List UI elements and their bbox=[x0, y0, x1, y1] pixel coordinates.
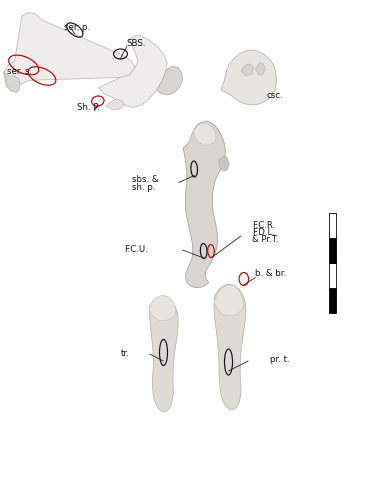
Text: SBS.: SBS. bbox=[126, 40, 145, 48]
Text: b. & br.: b. & br. bbox=[255, 270, 287, 278]
Bar bbox=[328, 212, 336, 238]
Polygon shape bbox=[183, 121, 226, 288]
Bar bbox=[328, 238, 336, 262]
Polygon shape bbox=[4, 12, 135, 90]
Polygon shape bbox=[193, 123, 216, 145]
Polygon shape bbox=[149, 295, 176, 321]
Text: F.C.R.: F.C.R. bbox=[252, 222, 275, 230]
Polygon shape bbox=[241, 64, 254, 76]
Polygon shape bbox=[219, 156, 229, 171]
Bar bbox=[328, 288, 336, 312]
Text: sh. p.: sh. p. bbox=[132, 183, 155, 192]
Polygon shape bbox=[157, 66, 182, 95]
Polygon shape bbox=[150, 298, 178, 412]
Text: tr.: tr. bbox=[120, 350, 129, 358]
Text: Sh. P.: Sh. P. bbox=[77, 104, 99, 112]
Polygon shape bbox=[106, 99, 124, 110]
Text: F.C.U.: F.C.U. bbox=[124, 246, 148, 254]
Text: csc.: csc. bbox=[266, 90, 283, 100]
Text: sbs. &: sbs. & bbox=[132, 176, 159, 184]
Polygon shape bbox=[221, 50, 277, 105]
Polygon shape bbox=[255, 62, 266, 75]
Text: & Pr.T.: & Pr.T. bbox=[252, 234, 278, 244]
Text: ser. p.: ser. p. bbox=[64, 23, 90, 32]
Text: F.D.L.: F.D.L. bbox=[252, 228, 275, 237]
Polygon shape bbox=[214, 285, 244, 316]
Text: ser. s.: ser. s. bbox=[7, 67, 32, 76]
Text: pr. t.: pr. t. bbox=[270, 356, 290, 364]
Bar bbox=[328, 262, 336, 287]
Polygon shape bbox=[99, 35, 167, 108]
Polygon shape bbox=[4, 72, 20, 92]
Polygon shape bbox=[214, 284, 246, 410]
